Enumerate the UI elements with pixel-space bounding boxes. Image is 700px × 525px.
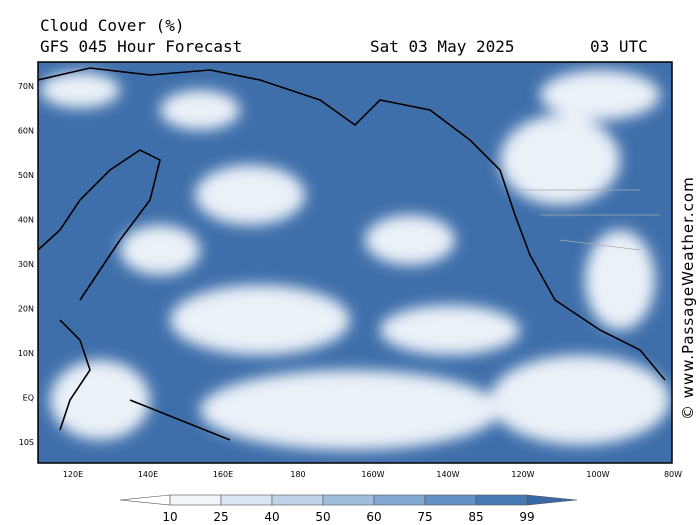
lat-label: 50N	[18, 171, 34, 180]
colorbar-label: 85	[468, 510, 483, 524]
lat-label: 20N	[18, 305, 34, 314]
lon-label: 120E	[63, 470, 83, 479]
colorbar-segment	[475, 494, 528, 506]
colorbar-arrow-right	[526, 494, 578, 506]
lon-label: 80W	[664, 470, 682, 479]
lat-label: EQ	[23, 394, 34, 403]
colorbar-segment	[220, 494, 273, 506]
colorbar-segment	[373, 494, 426, 506]
lat-label: 10S	[19, 438, 34, 447]
lon-label: 140E	[138, 470, 158, 479]
colorbar-label: 60	[366, 510, 381, 524]
lon-label: 160E	[213, 470, 233, 479]
lon-label: 180	[290, 470, 305, 479]
lon-label: 160W	[361, 470, 384, 479]
colorbar-arrow-left	[119, 494, 171, 506]
lat-label: 30N	[18, 260, 34, 269]
map-frame	[37, 61, 673, 464]
lat-label: 40N	[18, 216, 34, 225]
colorbar-label: 99	[519, 510, 534, 524]
date: Sat 03 May 2025	[370, 37, 515, 56]
colorbar-label: 75	[417, 510, 432, 524]
lat-label: 10N	[18, 349, 34, 358]
colorbar-segment	[322, 494, 375, 506]
colorbar-label: 10	[162, 510, 177, 524]
lon-label: 140W	[436, 470, 459, 479]
title: Cloud Cover (%)	[40, 16, 185, 35]
colorbar-segment	[169, 494, 222, 506]
lat-label: 60N	[18, 127, 34, 136]
lon-label: 120W	[511, 470, 534, 479]
subtitle: GFS 045 Hour Forecast	[40, 37, 242, 56]
colorbar-label: 40	[264, 510, 279, 524]
map	[38, 62, 672, 463]
time: 03 UTC	[590, 37, 648, 56]
lat-label: 70N	[18, 82, 34, 91]
lon-label: 100W	[586, 470, 609, 479]
credit: © www.PassageWeather.com	[679, 176, 697, 420]
colorbar-label: 50	[315, 510, 330, 524]
colorbar-segment	[424, 494, 477, 506]
colorbar-label: 25	[213, 510, 228, 524]
colorbar-segment	[271, 494, 324, 506]
